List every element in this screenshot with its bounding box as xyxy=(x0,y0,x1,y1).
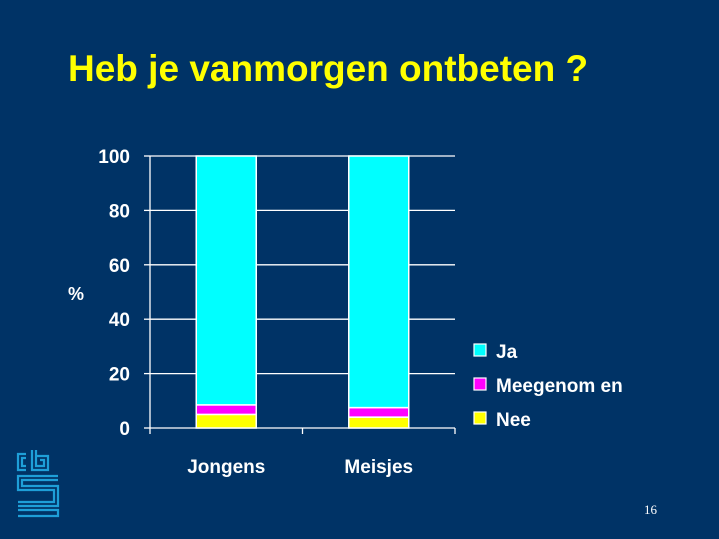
bar-segment xyxy=(195,155,257,406)
x-category-label: Meisjes xyxy=(344,457,413,478)
bar-segment xyxy=(195,404,257,416)
y-tick-label: 0 xyxy=(119,419,130,440)
bar-segment xyxy=(348,406,410,418)
y-axis-label: % xyxy=(68,284,84,304)
legend-swatch xyxy=(473,411,487,425)
legend-label: Meegenom en xyxy=(496,376,623,397)
slide-title: Heb je vanmorgen ontbeten ? xyxy=(68,48,589,89)
y-tick-label: 20 xyxy=(109,365,130,386)
y-tick-label: 40 xyxy=(109,310,130,331)
page-number: 16 xyxy=(644,502,657,517)
bar-segment xyxy=(348,155,410,409)
y-tick-label: 60 xyxy=(109,256,130,277)
bar-segment xyxy=(195,413,257,429)
legend-label: Nee xyxy=(496,410,531,431)
y-tick-label: 80 xyxy=(109,201,130,222)
y-tick-label: 100 xyxy=(98,147,130,168)
legend-label: Ja xyxy=(496,342,518,363)
x-category-label: Jongens xyxy=(187,457,265,478)
legend-swatch xyxy=(473,377,487,391)
cbs-logo-icon xyxy=(16,450,60,518)
legend-swatch xyxy=(473,343,487,357)
bar-segment xyxy=(348,416,410,429)
